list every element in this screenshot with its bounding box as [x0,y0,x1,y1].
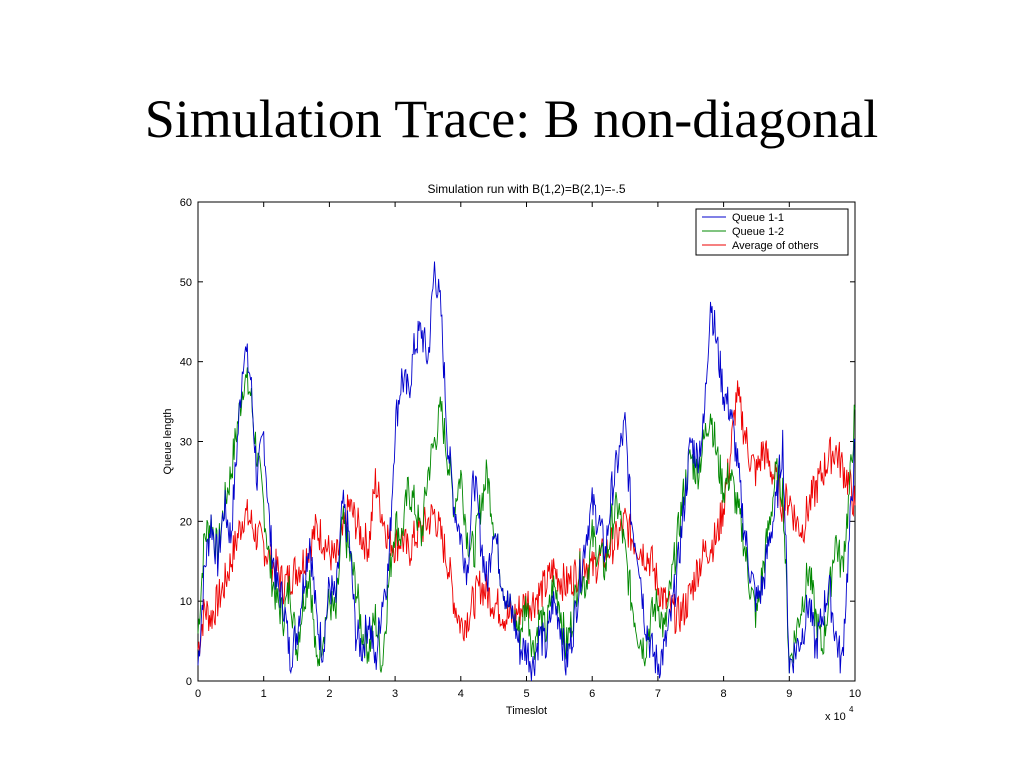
x-axis-label: Timeslot [506,705,547,717]
x-tick-label: 9 [786,688,792,700]
series-line-queue-1-1 [197,261,856,682]
y-tick-label: 50 [180,277,192,289]
y-tick-label: 60 [180,197,192,209]
y-axis-label: Queue length [162,408,174,474]
x-tick-label: 10 [849,688,861,700]
x-tick-label: 5 [523,688,529,700]
x-tick-label: 3 [392,688,398,700]
y-tick-label: 10 [180,596,192,608]
x-tick-label: 7 [655,688,661,700]
slide-title: Simulation Trace: B non-diagonal [144,89,879,149]
legend-entry: Average of others [732,240,819,252]
x-tick-label: 8 [721,688,727,700]
y-tick-label: 30 [180,437,192,449]
x-multiplier-exponent: 4 [849,705,854,714]
x-multiplier-label: x 10 [825,711,846,723]
y-tick-label: 40 [180,357,192,369]
y-tick-label: 0 [186,676,192,688]
x-tick-label: 4 [458,688,464,700]
x-tick-label: 1 [261,688,267,700]
chart-title: Simulation run with B(1,2)=B(2,1)=-.5 [427,182,625,196]
x-tick-label: 2 [326,688,332,700]
series-line-queue-1-2 [197,367,856,674]
legend-entry: Queue 1-2 [732,226,784,238]
x-tick-label: 6 [589,688,595,700]
y-tick-label: 20 [180,516,192,528]
legend-entry: Queue 1-1 [732,212,784,224]
x-tick-label: 0 [195,688,201,700]
